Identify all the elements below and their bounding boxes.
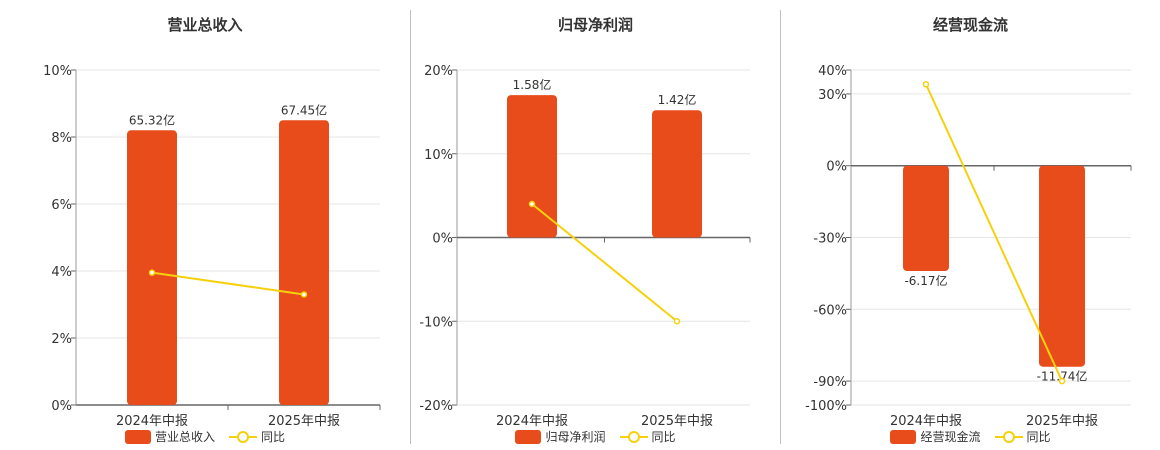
chart-title: 归母净利润	[557, 16, 633, 34]
bar	[652, 110, 702, 238]
chart-legend: 营业总收入 同比	[0, 428, 410, 445]
y-tick-label: 2%	[51, 332, 72, 347]
x-tick-label: 2024年中报	[116, 414, 188, 429]
bar-data-label: 65.32亿	[129, 112, 175, 127]
x-tick-label: 2024年中报	[890, 414, 962, 429]
panel-divider	[780, 10, 781, 444]
y-tick-label: -30%	[813, 232, 847, 247]
yoy-point	[528, 200, 536, 208]
yoy-point	[673, 318, 681, 325]
yoy-point	[148, 269, 156, 276]
yoy-point	[1058, 377, 1066, 385]
y-tick-label: 10%	[43, 64, 72, 79]
y-tick-label: 0%	[432, 232, 453, 247]
yoy-point	[300, 291, 308, 298]
chart-title: 经营现金流	[932, 16, 1008, 34]
legend-item-line[interactable]: 同比	[619, 428, 676, 445]
bar-data-label: -6.17亿	[904, 273, 947, 288]
bar-data-label: 67.45亿	[281, 102, 327, 117]
legend-bar-label: 经营现金流	[920, 430, 981, 444]
y-tick-label: 0%	[826, 160, 847, 175]
y-tick-label: 30%	[818, 88, 847, 103]
legend-bar-swatch	[124, 429, 151, 444]
bar	[507, 95, 557, 238]
cash-flow-chart-svg: 40% 30% 0% -30% -60% -90% -100% -6.17亿 -11.74亿 20…	[805, 64, 1132, 429]
legend-bar-label: 营业总收入	[154, 430, 215, 444]
legend-bar-label: 归母净利润	[545, 430, 606, 444]
x-tick-label: 2025年中报	[1026, 414, 1098, 429]
y-tick-label: 40%	[818, 64, 847, 79]
y-tick-label: -100%	[805, 399, 847, 414]
legend-line-swatch	[994, 430, 1023, 444]
y-tick-label: 20%	[424, 64, 453, 79]
x-tick-label: 2024年中报	[496, 414, 568, 429]
y-tick-label: 8%	[51, 131, 72, 146]
bar-data-label: -11.74亿	[1037, 369, 1088, 384]
bar	[903, 165, 949, 271]
y-tick-label: -20%	[419, 399, 453, 414]
bar-data-label: 1.58亿	[513, 77, 552, 92]
legend-line-label: 同比	[651, 430, 676, 444]
y-tick-label: 10%	[424, 148, 453, 163]
legend-item-bar[interactable]: 经营现金流	[890, 428, 981, 445]
bar-data-label: 1.42亿	[658, 92, 697, 107]
legend-bar-swatch	[515, 429, 542, 444]
x-tick-label: 2025年中报	[641, 414, 713, 429]
legend-bar-swatch	[890, 429, 917, 444]
legend-item-line[interactable]: 同比	[994, 428, 1051, 445]
legend-item-line[interactable]: 同比	[229, 428, 285, 445]
chart-legend: 经营现金流 同比	[781, 428, 1160, 445]
panel-divider	[410, 10, 411, 444]
net-profit-chart-panel: 归母净利润 20% 10% 0% -10% -20% 1.58亿 1.42亿 2024年中报 2…	[411, 0, 780, 450]
bar	[1039, 165, 1085, 367]
legend-line-label: 同比	[261, 430, 286, 444]
y-tick-label: 6%	[51, 198, 72, 213]
legend-item-bar[interactable]: 归母净利润	[515, 428, 606, 445]
y-tick-label: -60%	[813, 303, 847, 318]
legend-line-swatch	[229, 430, 257, 444]
yoy-line	[925, 83, 1063, 382]
legend-line-swatch	[619, 430, 648, 444]
yoy-line	[531, 203, 678, 323]
bar	[279, 120, 329, 405]
chart-title: 营业总收入	[167, 16, 243, 34]
x-tick-label: 2025年中报	[268, 414, 340, 429]
chart-legend: 归母净利润 同比	[411, 428, 780, 445]
bar	[127, 130, 177, 406]
y-tick-label: -10%	[419, 315, 453, 330]
y-tick-label: -90%	[813, 375, 847, 390]
yoy-line	[151, 271, 305, 296]
y-tick-label: 4%	[51, 265, 72, 280]
legend-item-bar[interactable]: 营业总收入	[124, 428, 215, 445]
cash-flow-chart-panel: 经营现金流 40% 30% 0% -30% -60% -90% -100% -6.17亿 -11…	[781, 0, 1160, 450]
revenue-chart-panel: 营业总收入 10% 8% 6% 4% 2% 0% 65.32亿 67.45亿 2024年中报 20…	[0, 0, 410, 450]
revenue-chart-svg: 10% 8% 6% 4% 2% 0% 65.32亿 67.45亿 2024年中报 2025年中报	[43, 64, 381, 429]
legend-line-label: 同比	[1026, 430, 1051, 444]
yoy-point	[922, 81, 930, 88]
y-tick-label: 0%	[51, 399, 72, 414]
net-profit-chart-svg: 20% 10% 0% -10% -20% 1.58亿 1.42亿 2024年中报 2025年中报	[419, 64, 751, 429]
